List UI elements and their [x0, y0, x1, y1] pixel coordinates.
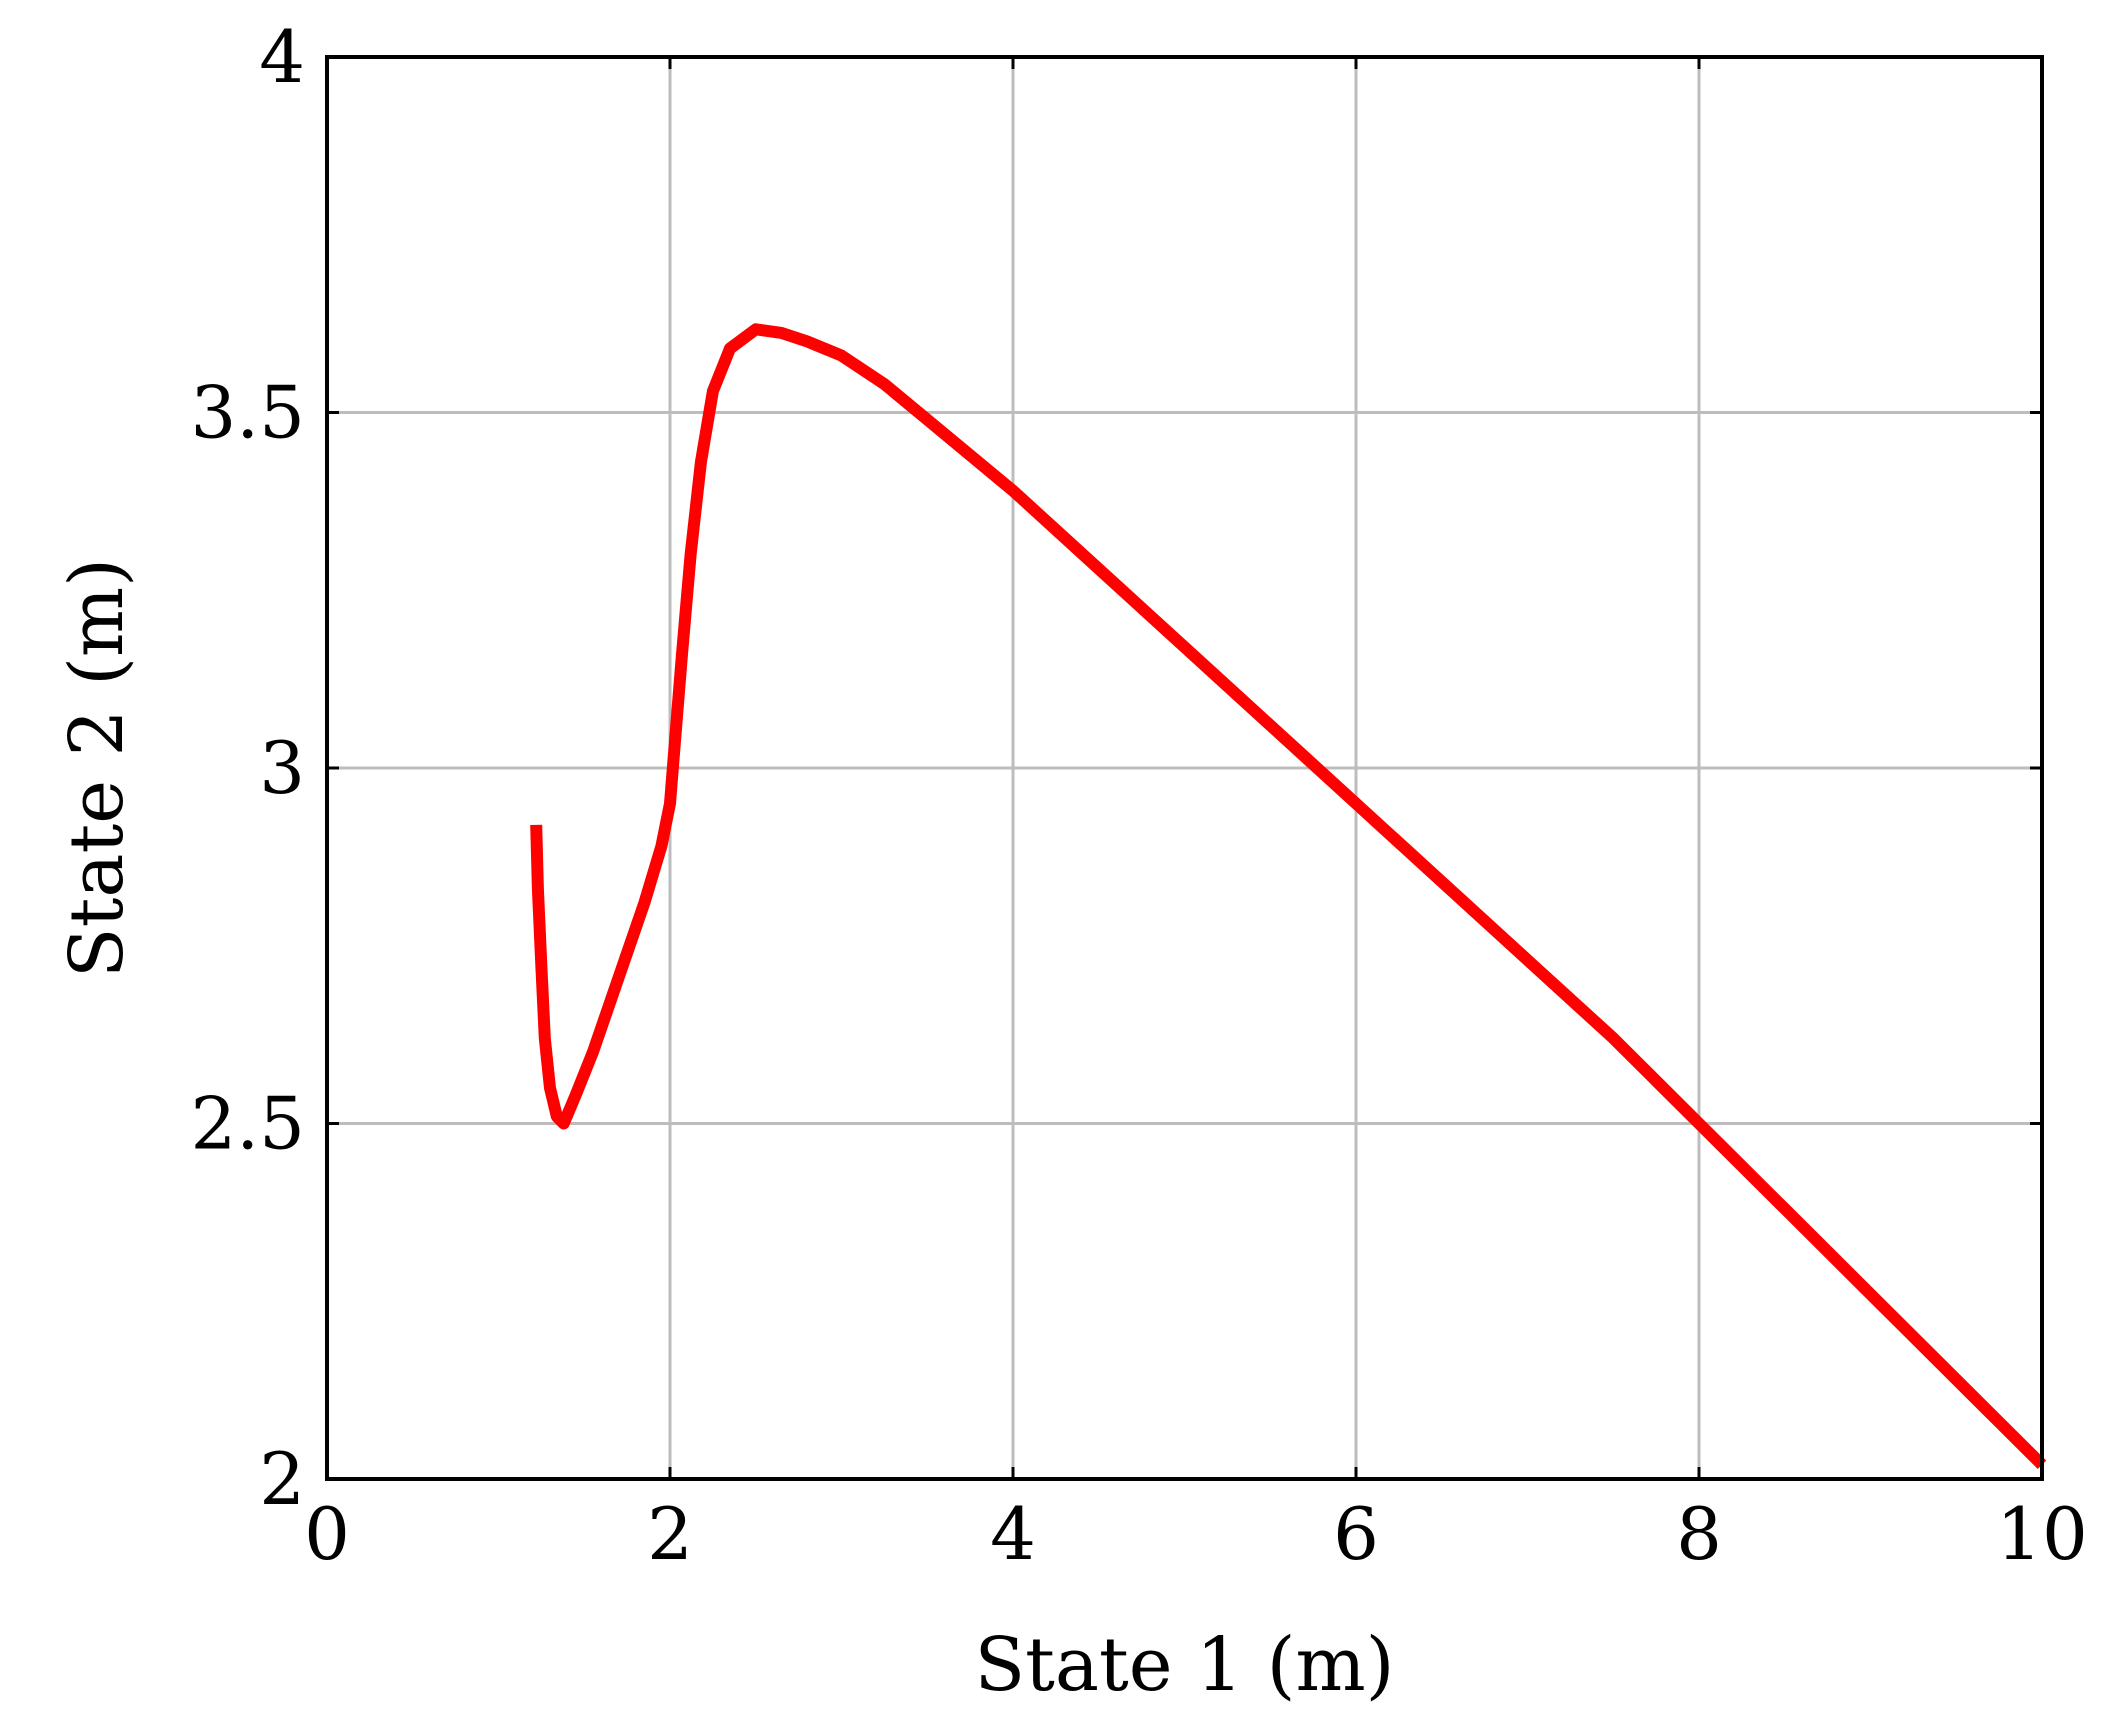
x-tick-label: 2 [647, 1492, 693, 1576]
y-tick-label: 3 [259, 726, 305, 810]
series-line [530, 323, 2047, 1470]
x-tick-label: 10 [1996, 1492, 2088, 1576]
series-layer [530, 323, 2047, 1470]
y-tick-label: 4 [259, 15, 305, 99]
y-tick-label: 2 [259, 1437, 305, 1521]
grid-lines [327, 57, 2042, 1479]
y-tick-label: 3.5 [190, 371, 305, 455]
x-tick-label: 8 [1676, 1492, 1722, 1576]
y-axis-label: State 2 (m) [54, 558, 140, 978]
plot-frame [325, 55, 2044, 1481]
x-tick-label: 0 [304, 1492, 350, 1576]
y-tick-label: 2.5 [190, 1082, 305, 1166]
x-axis-label: State 1 (m) [974, 1622, 1394, 1708]
x-tick-label: 4 [990, 1492, 1036, 1576]
x-tick-label: 6 [1333, 1492, 1379, 1576]
